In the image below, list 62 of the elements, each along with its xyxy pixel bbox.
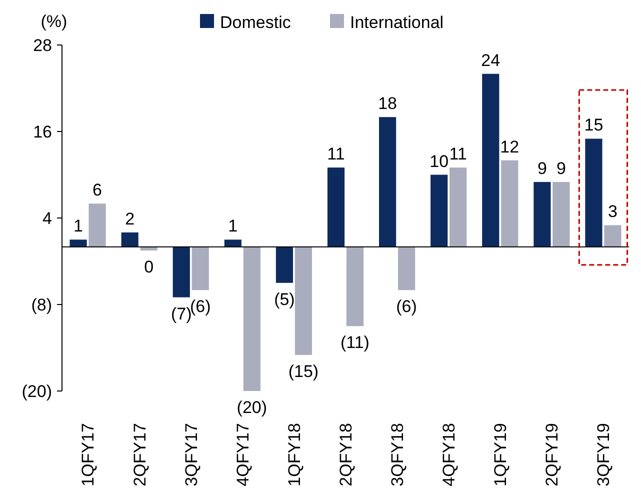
data-label: 18	[378, 94, 398, 114]
data-label: 10	[430, 152, 449, 171]
x-tick-label: 1QFY18	[284, 423, 304, 486]
legend-label: International	[350, 12, 444, 32]
bar	[450, 168, 467, 247]
data-label: (15)	[288, 362, 319, 381]
data-label: (7)	[170, 304, 192, 324]
data-label: (5)	[274, 290, 295, 309]
bar	[294, 246, 312, 355]
x-tick-label: 2QFY17	[130, 423, 150, 486]
data-label: 1	[74, 216, 84, 236]
x-tick-label: 1QFY17	[78, 423, 98, 486]
bar	[482, 74, 500, 247]
y-tick-label: (8)	[31, 295, 52, 314]
data-label: (6)	[396, 297, 417, 316]
data-label: 11	[449, 144, 467, 164]
x-tick-label: 3QFY17	[182, 423, 201, 486]
bar	[243, 246, 260, 391]
bar	[70, 240, 87, 247]
bar	[501, 160, 518, 247]
bar	[276, 246, 294, 283]
data-label: 0	[144, 257, 154, 276]
data-label: 9	[537, 158, 547, 178]
x-tick-label: 3QFY19	[594, 423, 614, 486]
x-tick-label: 3QFY18	[388, 423, 407, 486]
bar	[172, 246, 190, 298]
bar	[534, 182, 551, 247]
bar	[430, 174, 448, 247]
bar	[224, 240, 242, 247]
data-label: 9	[556, 158, 566, 178]
data-label: 3	[608, 202, 618, 222]
legend-label: Domestic	[220, 12, 292, 32]
data-label: (6)	[190, 297, 211, 316]
data-label: 11	[327, 144, 345, 164]
x-tick-label: 4QFY17	[233, 423, 252, 486]
bar	[192, 246, 209, 290]
bar	[398, 246, 416, 290]
x-tick-label: 2QFY18	[336, 423, 356, 486]
data-label: 2	[125, 209, 135, 228]
bar	[121, 232, 138, 247]
bar	[379, 117, 396, 247]
x-tick-label: 1QFY19	[491, 423, 510, 486]
data-label: 24	[481, 50, 500, 70]
y-tick-label: 28	[33, 36, 52, 55]
bar	[585, 138, 602, 247]
y-tick-label: (20)	[22, 382, 52, 401]
data-label: (20)	[236, 398, 268, 417]
data-label: 12	[500, 137, 520, 156]
data-label: 6	[92, 180, 102, 200]
bar	[88, 204, 106, 247]
x-tick-label: 2QFY19	[542, 423, 562, 486]
y-axis-title: (%)	[40, 12, 68, 31]
bar	[604, 225, 622, 247]
y-tick-label: 4	[42, 208, 52, 228]
y-tick-label: 16	[33, 122, 52, 142]
bar	[346, 246, 364, 326]
data-label: 1	[228, 216, 238, 236]
x-tick-label: 4QFY18	[440, 423, 459, 486]
data-label: (11)	[340, 333, 370, 352]
bar	[552, 182, 570, 247]
bar	[327, 168, 345, 247]
data-label: 15	[584, 116, 604, 135]
